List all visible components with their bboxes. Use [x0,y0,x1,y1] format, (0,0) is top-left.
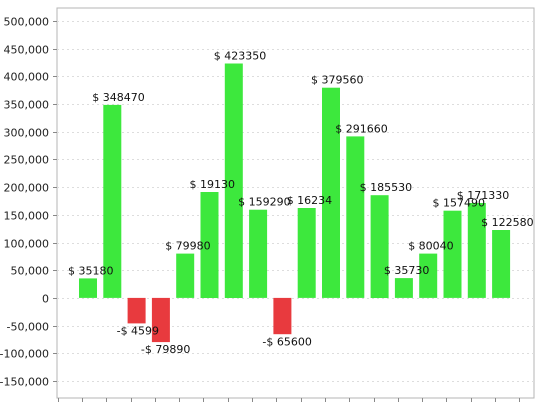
bar [127,297,146,324]
bar [273,297,292,335]
bar-value-label: $ 122580 [481,216,533,229]
y-tick-label: 100,000 [4,238,50,251]
bar-value-label: $ 159290 [238,196,291,209]
bar [394,278,413,298]
bar [79,278,97,298]
bar-value-label: $ 16234 [287,194,333,207]
y-tick-label: 150,000 [4,210,50,223]
y-tick-label: 350,000 [4,99,50,112]
y-tick-label: 500,000 [4,16,50,29]
bar [297,208,316,298]
bar-value-label: $ 79980 [165,240,211,253]
bar [200,192,219,298]
bar [322,87,340,298]
bar-value-label: $ 35180 [68,264,114,277]
bar-value-label: -$ 4599 [117,324,159,337]
plot-area [56,7,535,399]
y-tick-label: -50,000 [7,321,49,334]
y-tick-label: 450,000 [4,44,50,57]
bar [224,63,243,298]
y-tick-label: 300,000 [4,127,50,140]
bar [370,195,389,298]
bar-value-label: $ 185530 [360,181,413,194]
data-labels: $ 35180 $ 348470 -$ 4599 -$ 79890 $ 79980 $ 1… [68,50,534,357]
bar [176,253,195,298]
y-tick-label: -100,000 [0,348,49,361]
bar [249,209,268,298]
bar [467,203,486,298]
y-tick-label: 400,000 [4,71,50,84]
y-axis: -150,000 -100,000 -50,000 0 50,000 100,000 150… [0,16,57,389]
bar-value-label: $ 35730 [384,264,430,277]
y-tick-label: 50,000 [11,265,50,278]
x-axis-ticks [58,398,520,402]
bar [443,210,462,298]
y-tick-label: 250,000 [4,154,50,167]
bar-value-label: $ 19130 [190,178,236,191]
bar [103,104,122,298]
y-tick-label: 200,000 [4,182,50,195]
bar-value-label: $ 157490 [433,197,486,210]
bar-value-label: $ 291660 [335,122,388,135]
bar-value-label: -$ 65600 [262,335,311,348]
bar-value-label: $ 171330 [457,189,510,202]
y-tick-label: -150,000 [0,376,49,389]
bar-value-label: $ 423350 [214,50,266,63]
bar [151,297,170,343]
y-tick-label: 0 [42,293,49,306]
bar-value-label: -$ 79890 [141,343,190,356]
bar-value-label: $ 80040 [408,240,454,253]
bar [346,136,365,298]
bar-value-label: $ 348470 [92,91,145,104]
bar-value-label: $ 379560 [311,74,364,87]
bar [419,253,438,298]
bar [492,230,511,298]
bars [79,63,511,343]
